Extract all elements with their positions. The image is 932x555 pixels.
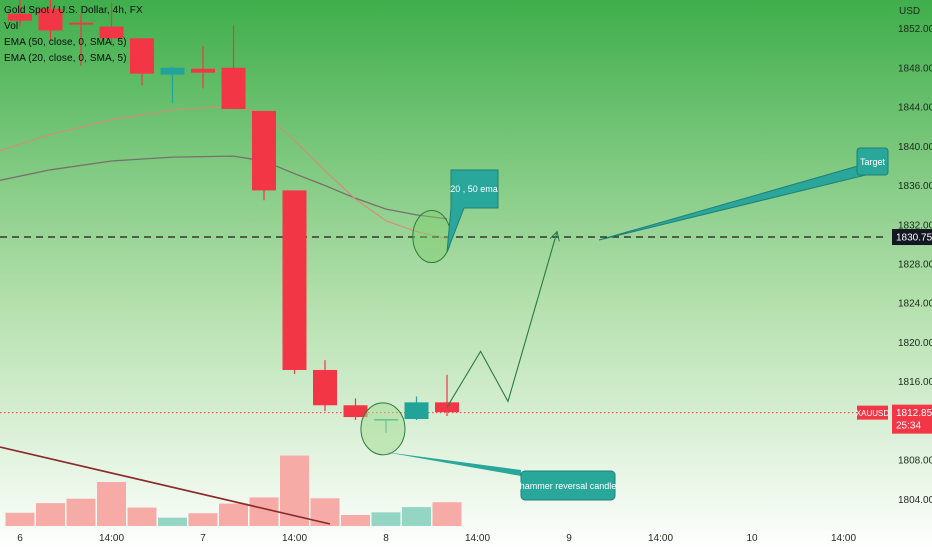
x-tick-label: 10 <box>746 533 758 544</box>
volume-ma-line <box>0 446 331 525</box>
y-tick-label: 1852.00 <box>898 24 932 35</box>
x-tick-label: 7 <box>200 533 206 544</box>
volume-bar <box>219 503 248 526</box>
y-tick-label: 1808.00 <box>898 456 932 467</box>
y-tick-label: 1828.00 <box>898 260 932 271</box>
y-tick-label: 1804.00 <box>898 495 932 506</box>
candle-body[interactable] <box>282 190 307 370</box>
price-symbol-box <box>857 405 888 420</box>
volume-layer <box>5 455 462 526</box>
volume-bar <box>310 498 340 526</box>
y-tick-label: 1836.00 <box>898 181 932 192</box>
y-tick-label: 1848.00 <box>898 63 932 74</box>
x-tick-label: 14:00 <box>831 533 856 544</box>
candle-body[interactable] <box>69 22 93 25</box>
target-label: Target <box>860 157 886 167</box>
candle-body[interactable] <box>99 26 124 39</box>
ema-callout-label: 20 , 50 ema <box>450 184 498 194</box>
annotations-layer: 20 , 50 ema hammer reversal candle Target <box>360 147 889 501</box>
x-tick-label: 9 <box>566 533 572 544</box>
candle-body[interactable] <box>404 402 429 420</box>
x-tick-label: 14:00 <box>465 533 490 544</box>
volume-bar <box>127 507 157 526</box>
ema20-line <box>0 105 448 240</box>
hammer-callout-box[interactable] <box>520 470 616 501</box>
projection-path[interactable] <box>446 233 557 408</box>
x-tick-label: 8 <box>383 533 389 544</box>
ema-cross-highlight[interactable] <box>412 210 452 264</box>
x-tick-label: 14:00 <box>99 533 124 544</box>
y-tick-label: 1832.00 <box>898 220 932 231</box>
candle-body[interactable] <box>160 67 185 75</box>
hammer-highlight[interactable] <box>360 402 406 456</box>
volume-bar <box>36 503 65 526</box>
x-tick-label: 14:00 <box>282 533 307 544</box>
ema-callout-bubble[interactable] <box>446 169 499 253</box>
price-value-label: 1812.85 <box>896 408 932 419</box>
ema50-legend[interactable]: EMA (50, close, 0, SMA, 5) <box>4 37 127 48</box>
candle-body[interactable] <box>343 405 368 418</box>
volume-bar <box>432 502 462 526</box>
guide-lines-layer <box>0 236 887 414</box>
candle-body[interactable] <box>221 67 246 109</box>
candle-body[interactable] <box>38 8 63 31</box>
candle-body[interactable] <box>8 13 32 21</box>
volume-bar <box>5 512 35 526</box>
price-symbol-label: XAUUSD <box>856 409 890 418</box>
volume-bar <box>188 513 218 526</box>
candle-body[interactable] <box>252 110 276 191</box>
candle-body[interactable] <box>435 402 459 413</box>
y-tick-label: 1816.00 <box>898 377 932 388</box>
volume-bar <box>341 515 370 526</box>
ema50-line <box>0 155 448 220</box>
volume-bar <box>249 497 279 526</box>
candle-body[interactable] <box>313 369 337 406</box>
y-tick-label: 1820.00 <box>898 338 932 349</box>
volume-bar <box>402 507 431 526</box>
countdown-label: 25:34 <box>896 421 921 432</box>
level-value-label: 1830.75 <box>896 233 932 244</box>
volume-bar <box>158 517 187 526</box>
y-tick-label: 1844.00 <box>898 103 932 114</box>
y-tick-label: 1824.00 <box>898 299 932 310</box>
chart-title: Gold Spot / U.S. Dollar, 4h, FX <box>4 5 143 16</box>
ema20-legend[interactable]: EMA (20, close, 0, SMA, 5) <box>4 53 127 64</box>
candle-body[interactable] <box>191 68 215 73</box>
target-box[interactable] <box>856 147 889 176</box>
hammer-callout-pointer <box>385 452 521 476</box>
axis-layer: 1804.001808.001812.001816.001820.001824.… <box>17 6 932 544</box>
x-tick-label: 6 <box>17 533 23 544</box>
ema-layer <box>0 105 448 525</box>
currency-label[interactable]: USD <box>899 6 920 17</box>
volume-legend[interactable]: Vol <box>4 21 19 32</box>
hammer-callout-label: hammer reversal candle <box>520 481 617 491</box>
volume-bar <box>371 512 401 526</box>
volume-bar <box>97 482 126 526</box>
candles-layer <box>8 0 459 433</box>
y-tick-label: 1840.00 <box>898 142 932 153</box>
volume-bar <box>66 498 96 526</box>
price-value-box <box>892 404 932 434</box>
level-value-box <box>892 229 932 246</box>
candle-body[interactable] <box>130 38 154 74</box>
x-tick-label: 14:00 <box>648 533 673 544</box>
